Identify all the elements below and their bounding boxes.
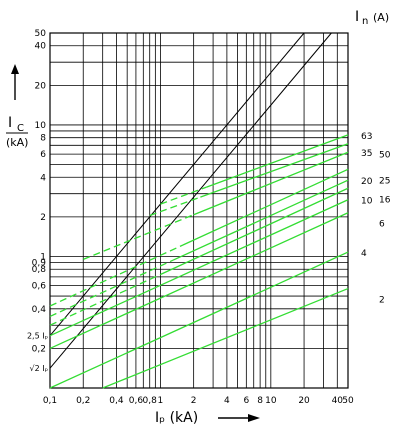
x-tick-label: 0,1 bbox=[43, 396, 57, 406]
legend-title-unit: (A) bbox=[373, 11, 389, 24]
reference-line bbox=[49, 32, 332, 369]
x-axis-label: Iₚ (kA) bbox=[155, 410, 260, 426]
x-tick-label: 4 bbox=[224, 396, 230, 406]
series-line bbox=[172, 179, 349, 261]
y-label-sub: C bbox=[17, 123, 24, 134]
y-label-main: I bbox=[8, 115, 12, 131]
x-tick-label: 8 bbox=[257, 396, 263, 406]
reference-line bbox=[49, 32, 305, 336]
x-tick-label: 0,8 bbox=[143, 396, 158, 406]
series-line bbox=[49, 251, 349, 389]
legend-item: 25 bbox=[379, 176, 390, 186]
series-line bbox=[49, 199, 349, 337]
legend-item: 50 bbox=[379, 151, 391, 161]
x-label: Iₚ (kA) bbox=[155, 410, 198, 426]
reference-line-label: 2,5 Iₚ bbox=[27, 332, 48, 341]
x-tick-label: 6 bbox=[243, 396, 249, 406]
legend-title-main: I bbox=[355, 9, 359, 25]
y-tick-label: 0,8 bbox=[32, 265, 47, 275]
y-label-unit: (kA) bbox=[6, 136, 28, 149]
y-tick-label: 20 bbox=[35, 81, 47, 91]
series-line-dashed bbox=[49, 244, 184, 307]
y-tick-label: 2 bbox=[40, 213, 46, 223]
plot-frame bbox=[49, 32, 349, 389]
series-line-dashed bbox=[49, 259, 174, 318]
legend-title-sub: n bbox=[362, 16, 368, 27]
series-line-dashed bbox=[82, 214, 194, 261]
grid bbox=[49, 32, 349, 389]
x-tick-label: 0,2 bbox=[76, 396, 90, 406]
series-line bbox=[102, 287, 349, 389]
y-tick-label: 40 bbox=[35, 42, 47, 52]
y-tick-label: 0,9 bbox=[32, 258, 47, 268]
legend-item: 63 bbox=[361, 132, 372, 142]
legend-item: 16 bbox=[379, 195, 391, 205]
legend-item: 2 bbox=[379, 296, 385, 306]
series-line-dashed bbox=[49, 273, 161, 326]
y-tick-label: 50 bbox=[35, 29, 47, 39]
x-tick-label: 0,4 bbox=[109, 396, 124, 406]
series-line bbox=[193, 151, 349, 216]
tick-labels: 0,1 0,2 0,4 0,6 0,8 1 2 4 6 8 10 20 40 500,20,40,60,8… bbox=[27, 29, 354, 406]
legend-item: 20 bbox=[361, 177, 373, 187]
y-tick-label: 0,2 bbox=[32, 344, 46, 354]
legend: 2 4 6 10 16 20 25 35 50 63 bbox=[361, 132, 391, 306]
x-tick-label: 20 bbox=[298, 396, 310, 406]
series-line-dashed bbox=[149, 196, 201, 217]
series-line bbox=[49, 212, 349, 349]
x-tick-label: 0,6 bbox=[129, 396, 144, 406]
series-lines bbox=[49, 32, 349, 389]
y-tick-label: 0,4 bbox=[32, 305, 47, 315]
x-tick-label: 40 bbox=[332, 396, 344, 406]
x-tick-label: 50 bbox=[342, 396, 354, 406]
x-tick-label: 10 bbox=[265, 396, 277, 406]
legend-item: 4 bbox=[361, 249, 367, 259]
legend-item: 35 bbox=[361, 149, 372, 159]
y-tick-label: 8 bbox=[40, 134, 46, 144]
y-tick-label: 0,6 bbox=[32, 282, 47, 292]
x-tick-label: 2 bbox=[191, 396, 197, 406]
series-line bbox=[182, 168, 349, 246]
y-tick-label: 6 bbox=[40, 150, 46, 160]
y-tick-label: 1 bbox=[40, 252, 46, 262]
series-line bbox=[200, 143, 349, 198]
legend-item: 10 bbox=[361, 197, 373, 207]
y-axis-label: I C (kA) bbox=[6, 64, 28, 149]
series-line-dashed bbox=[160, 186, 207, 205]
series-line bbox=[160, 187, 349, 276]
reference-line-label: √2 Iₚ bbox=[29, 364, 48, 373]
legend-title: I n (A) bbox=[355, 9, 389, 27]
series-line bbox=[206, 134, 349, 188]
x-tick-label: 1 bbox=[158, 396, 164, 406]
y-tick-label: 10 bbox=[35, 121, 47, 131]
legend-item: 6 bbox=[379, 220, 385, 230]
y-tick-label: 4 bbox=[40, 173, 46, 183]
